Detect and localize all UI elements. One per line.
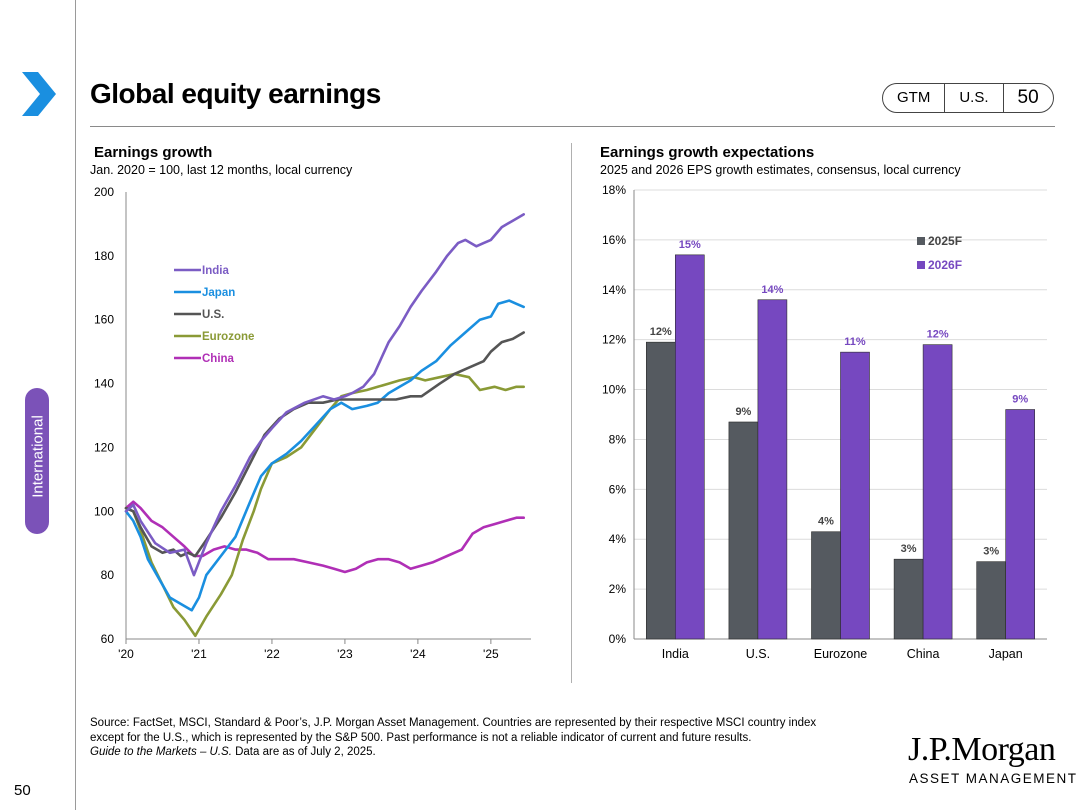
title-divider — [90, 126, 1055, 127]
bar-legend-label-2025f: 2025F — [928, 234, 962, 248]
bar-2025f-japan — [976, 561, 1007, 640]
line-y-tick-label: 80 — [101, 568, 115, 582]
bar-2026f-us — [757, 299, 788, 640]
brand-logo: J.P.Morgan — [908, 731, 1056, 768]
bar-2026f-japan — [1005, 409, 1036, 640]
bar-category-label: China — [907, 647, 940, 661]
line-x-tick-label: '24 — [410, 647, 426, 661]
legend-label-eurozone: Eurozone — [202, 331, 254, 343]
page-badge: GTM U.S. 50 — [882, 83, 1054, 113]
bar-y-tick-label: 4% — [609, 532, 627, 546]
bar-legend-swatch-2026f — [917, 261, 925, 269]
bar-data-label: 3% — [901, 543, 917, 555]
bar-2026f-china — [922, 344, 953, 640]
line-y-tick-label: 140 — [94, 377, 114, 391]
bar-category-label: U.S. — [746, 647, 770, 661]
bar-2025f-eurozone — [811, 531, 841, 640]
bar-chart-subtitle: 2025 and 2026 EPS growth estimates, cons… — [600, 163, 961, 177]
guide-title: Guide to the Markets – U.S. — [90, 746, 232, 758]
bar-y-tick-label: 8% — [609, 432, 627, 446]
line-y-tick-label: 200 — [94, 185, 114, 199]
source-line-2: except for the U.S., which is represente… — [90, 731, 752, 744]
bar-y-tick-label: 2% — [609, 582, 627, 596]
source-note: Source: FactSet, MSCI, Standard & Poor’s… — [90, 716, 900, 760]
bar-y-tick-label: 18% — [602, 183, 626, 197]
line-chart-subtitle: Jan. 2020 = 100, last 12 months, local c… — [90, 163, 353, 177]
guide-date: Data are as of July 2, 2025. — [231, 746, 376, 758]
series-line-india — [124, 213, 525, 577]
badge-page: 50 — [1002, 84, 1053, 112]
line-y-tick-label: 60 — [101, 632, 115, 646]
legend-label-japan: Japan — [202, 287, 235, 299]
bar-y-tick-label: 12% — [602, 333, 626, 347]
bar-legend-label-2026f: 2026F — [928, 258, 962, 272]
legend-label-india: India — [202, 265, 229, 277]
sidebar-divider — [75, 0, 76, 810]
bar-data-label: 11% — [844, 336, 866, 348]
bar-y-tick-label: 10% — [602, 383, 626, 397]
bar-y-tick-label: 16% — [602, 233, 626, 247]
bar-legend-swatch-2025f — [917, 237, 925, 245]
source-line-1: Source: FactSet, MSCI, Standard & Poor’s… — [90, 717, 817, 729]
series-line-eurozone — [124, 372, 525, 638]
bar-data-label: 14% — [761, 284, 783, 296]
line-x-tick-label: '22 — [264, 647, 280, 661]
bar-data-label: 3% — [983, 546, 999, 558]
bar-2025f-india — [645, 341, 676, 640]
line-x-tick-label: '20 — [118, 647, 134, 661]
bar-category-label: India — [662, 647, 689, 661]
page-title: Global equity earnings — [90, 78, 381, 109]
bar-y-tick-label: 6% — [609, 482, 627, 496]
source-line-3: Guide to the Markets – U.S. Data are as … — [90, 745, 900, 760]
series-line-us — [124, 331, 525, 558]
series-line-japan — [124, 299, 525, 612]
bar-y-tick-label: 14% — [602, 283, 626, 297]
line-x-tick-label: '21 — [191, 647, 207, 661]
line-x-tick-label: '25 — [483, 647, 499, 661]
line-y-tick-label: 160 — [94, 313, 114, 327]
bar-data-label: 9% — [1012, 394, 1028, 406]
bar-data-label: 12% — [650, 326, 672, 338]
line-y-tick-label: 180 — [94, 249, 114, 263]
page-number: 50 — [14, 782, 31, 799]
bar-data-label: 12% — [927, 329, 949, 341]
chevron-right-icon — [22, 72, 56, 116]
bar-2026f-eurozone — [840, 351, 870, 640]
badge-gtm: GTM — [897, 89, 931, 106]
bar-2026f-india — [674, 254, 705, 640]
legend-label-us: U.S. — [202, 309, 224, 321]
section-tab — [25, 388, 49, 534]
bar-category-label: Japan — [989, 647, 1023, 661]
bar-chart-title: Earnings growth expectations — [600, 144, 815, 161]
badge-region: U.S. — [944, 84, 1002, 112]
bar-2025f-china — [893, 558, 924, 640]
bar-data-label: 4% — [818, 516, 834, 528]
line-y-tick-label: 100 — [94, 504, 114, 518]
bar-data-label: 15% — [679, 239, 701, 251]
line-x-tick-label: '23 — [337, 647, 353, 661]
bar-category-label: Eurozone — [814, 647, 868, 661]
panel-divider — [571, 143, 572, 683]
series-line-china — [124, 500, 525, 574]
legend-label-china: China — [202, 353, 235, 365]
bar-y-tick-label: 0% — [609, 632, 627, 646]
line-chart-title: Earnings growth — [94, 144, 213, 161]
line-y-tick-label: 120 — [94, 440, 114, 454]
brand-subtitle: ASSET MANAGEMENT — [909, 771, 1078, 786]
bar-2025f-us — [728, 421, 759, 640]
bar-data-label: 9% — [735, 406, 751, 418]
